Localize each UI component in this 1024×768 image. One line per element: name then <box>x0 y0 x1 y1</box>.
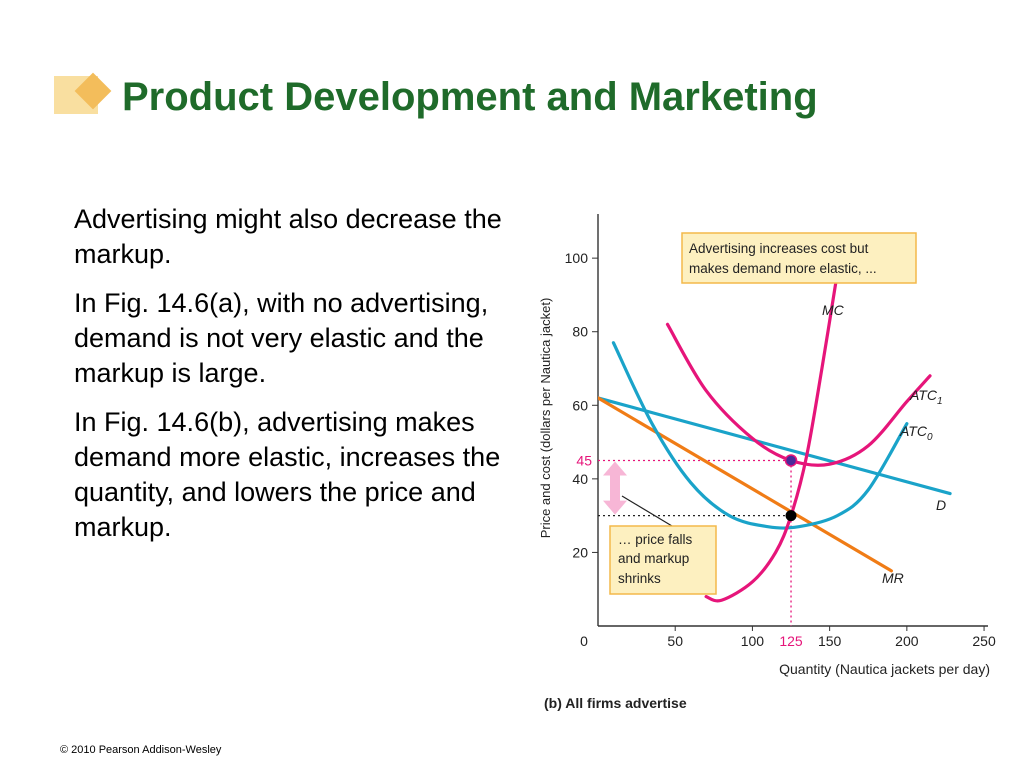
y-tick-label-100: 100 <box>565 250 589 266</box>
demand-curve <box>598 396 952 496</box>
atc1-label: ATC1 <box>909 387 943 407</box>
bottom-callout-pointer <box>621 495 673 527</box>
top-callout-line-1: Advertising increases cost but <box>689 241 869 256</box>
paragraph-2: In Fig. 14.6(a), with no advertising, de… <box>74 288 489 388</box>
bottom-callout-line-1: … price falls <box>618 532 693 547</box>
atc0-label: ATC0 <box>899 423 933 443</box>
top-callout: Advertising increases cost but makes dem… <box>681 232 917 284</box>
atc1-curve <box>665 322 932 467</box>
x-tick-label-200: 200 <box>895 633 919 649</box>
x-tick-label-250: 250 <box>972 633 996 649</box>
price-point <box>784 454 798 467</box>
y-tick-label-20: 20 <box>572 544 588 560</box>
top-callout-box <box>681 232 917 284</box>
slide-title: Product Development and Marketing <box>122 75 818 119</box>
chart: Price and cost (dollars per Nautica jack… <box>538 214 996 711</box>
markup-arrow-shape <box>603 461 627 515</box>
y-tick-label-60: 60 <box>572 397 588 413</box>
chart-caption: (b) All firms advertise <box>544 695 687 711</box>
x-axis-label: Quantity (Nautica jackets per day) <box>779 661 990 677</box>
markup-double-arrow <box>603 461 627 515</box>
body-text: Advertising might also decrease the mark… <box>74 202 504 559</box>
paragraph-1: Advertising might also decrease the mark… <box>74 204 502 269</box>
marginal-revenue-curve <box>598 396 894 573</box>
x-ticks: 0 50 100 150 200 250 <box>580 626 996 649</box>
bottom-callout: … price falls and markup shrinks <box>609 495 717 595</box>
y-tick-label-40: 40 <box>572 471 588 487</box>
x-tick-label-100: 100 <box>741 633 765 649</box>
mr-label: MR <box>882 570 904 586</box>
marginal-cost-curve <box>704 271 839 603</box>
bottom-callout-box <box>609 525 717 595</box>
y-ticks: 20 40 60 80 100 <box>565 250 598 560</box>
x-tick-label-0: 0 <box>580 633 588 649</box>
atc0-curve <box>611 341 909 530</box>
cost-point <box>785 510 797 522</box>
mc-label: MC <box>822 302 845 318</box>
x-tick-label-50: 50 <box>667 633 683 649</box>
price-value-label: 45 <box>576 452 592 468</box>
demand-label: D <box>936 497 946 513</box>
y-tick-label-80: 80 <box>572 324 588 340</box>
x-tick-label-150: 150 <box>818 633 842 649</box>
bottom-callout-line-2: and markup <box>618 551 689 566</box>
top-callout-line-2: makes demand more elastic, ... <box>689 261 877 276</box>
quantity-value-label: 125 <box>779 633 803 649</box>
y-axis-label: Price and cost (dollars per Nautica jack… <box>538 298 553 539</box>
bottom-callout-line-3: shrinks <box>618 571 661 586</box>
copyright-footer: © 2010 Pearson Addison-Wesley <box>60 744 222 756</box>
title-bar: Product Development and Marketing <box>54 72 1004 132</box>
paragraph-3: In Fig. 14.6(b), advertising makes deman… <box>74 407 501 542</box>
